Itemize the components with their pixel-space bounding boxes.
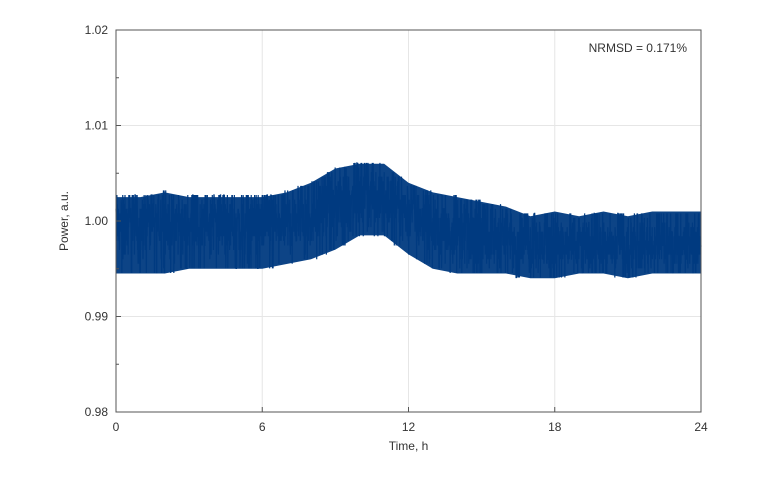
tick-labels: 0 6 12 18 24 0.98 0.99 1.00 1.01 1.02 xyxy=(85,23,708,434)
y-tick-label: 1.02 xyxy=(85,23,109,37)
nrmsd-annotation: NRMSD = 0.171% xyxy=(589,41,688,55)
y-tick-label: 1.01 xyxy=(85,119,109,133)
x-tick-label: 0 xyxy=(113,420,120,434)
y-tick-label: 1.00 xyxy=(85,214,109,228)
x-tick-label: 24 xyxy=(694,420,708,434)
ticks xyxy=(115,29,702,413)
x-tick-label: 6 xyxy=(259,420,266,434)
y-tick-label: 0.99 xyxy=(85,310,109,324)
y-tick-label: 0.98 xyxy=(85,405,109,419)
y-axis-label: Power, a.u. xyxy=(57,191,71,251)
x-axis-label: Time, h xyxy=(389,439,429,453)
x-tick-label: 12 xyxy=(402,420,416,434)
x-tick-label: 18 xyxy=(548,420,562,434)
series-0-line xyxy=(115,162,702,279)
series-layer xyxy=(115,162,702,279)
